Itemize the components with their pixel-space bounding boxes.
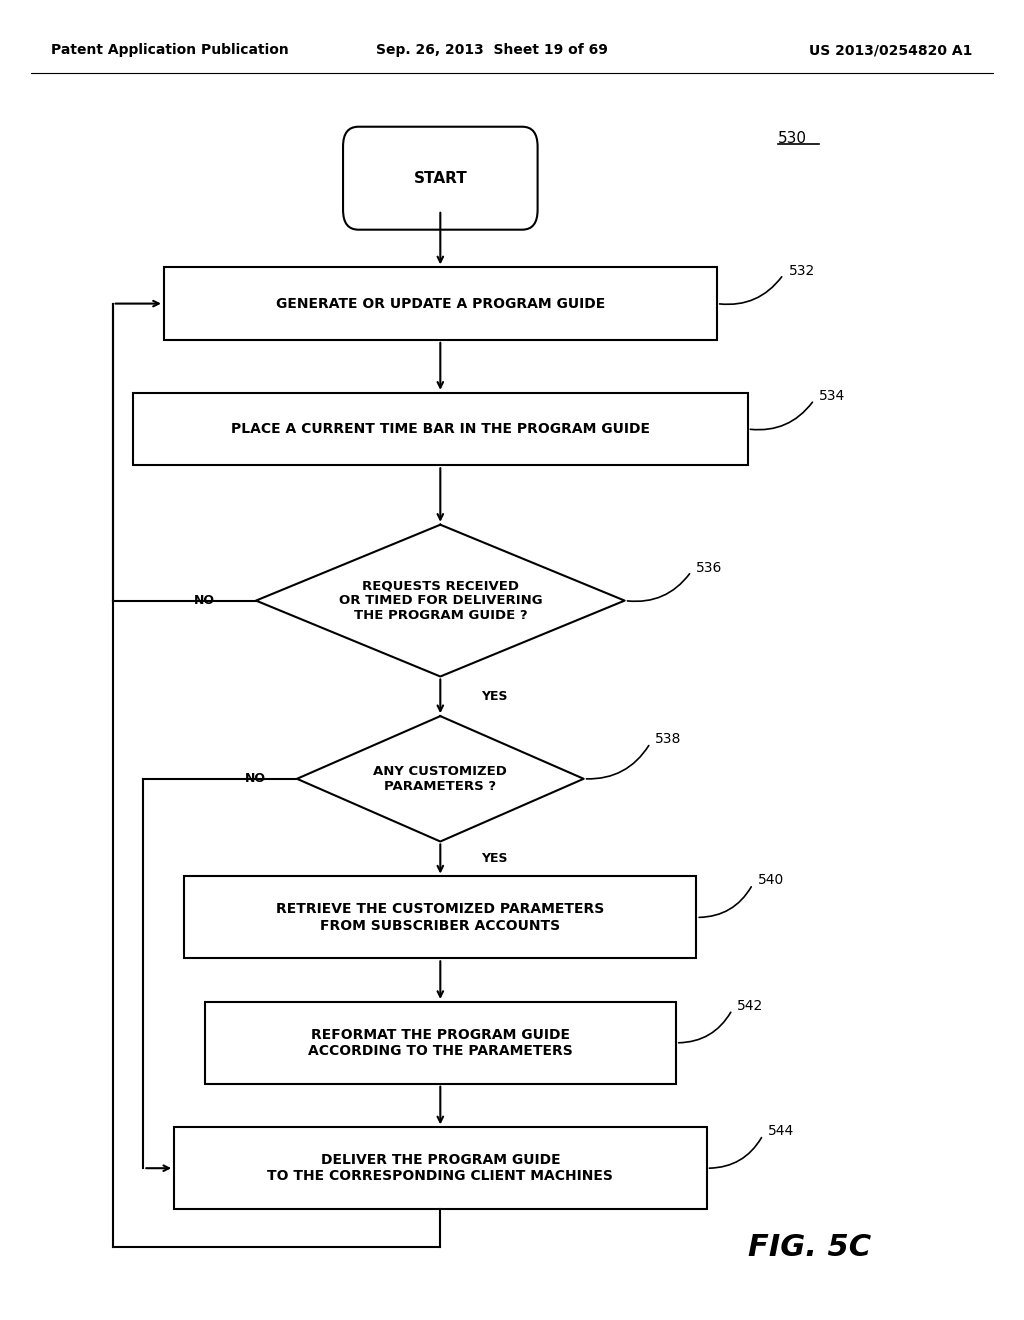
FancyBboxPatch shape [133, 392, 748, 465]
FancyBboxPatch shape [343, 127, 538, 230]
Text: Patent Application Publication: Patent Application Publication [51, 44, 289, 57]
Text: YES: YES [481, 853, 508, 866]
Text: NO: NO [194, 594, 215, 607]
FancyBboxPatch shape [164, 267, 717, 339]
Text: 540: 540 [758, 874, 784, 887]
Text: NO: NO [245, 772, 266, 785]
Text: 544: 544 [768, 1125, 795, 1138]
FancyBboxPatch shape [184, 876, 696, 958]
Text: 530: 530 [778, 131, 807, 147]
Text: 538: 538 [655, 733, 682, 746]
Text: 534: 534 [819, 389, 846, 403]
Text: START: START [414, 170, 467, 186]
Text: ANY CUSTOMIZED
PARAMETERS ?: ANY CUSTOMIZED PARAMETERS ? [374, 764, 507, 793]
FancyBboxPatch shape [205, 1002, 676, 1084]
Text: GENERATE OR UPDATE A PROGRAM GUIDE: GENERATE OR UPDATE A PROGRAM GUIDE [275, 297, 605, 310]
Text: 542: 542 [737, 999, 764, 1012]
Text: REQUESTS RECEIVED
OR TIMED FOR DELIVERING
THE PROGRAM GUIDE ?: REQUESTS RECEIVED OR TIMED FOR DELIVERIN… [339, 579, 542, 622]
Text: YES: YES [481, 690, 508, 702]
Text: REFORMAT THE PROGRAM GUIDE
ACCORDING TO THE PARAMETERS: REFORMAT THE PROGRAM GUIDE ACCORDING TO … [308, 1028, 572, 1057]
Text: 536: 536 [696, 561, 723, 574]
Text: DELIVER THE PROGRAM GUIDE
TO THE CORRESPONDING CLIENT MACHINES: DELIVER THE PROGRAM GUIDE TO THE CORRESP… [267, 1154, 613, 1183]
Text: RETRIEVE THE CUSTOMIZED PARAMETERS
FROM SUBSCRIBER ACCOUNTS: RETRIEVE THE CUSTOMIZED PARAMETERS FROM … [276, 903, 604, 932]
Text: US 2013/0254820 A1: US 2013/0254820 A1 [809, 44, 973, 57]
Text: FIG. 5C: FIG. 5C [748, 1233, 870, 1262]
Text: 532: 532 [788, 264, 815, 277]
Text: PLACE A CURRENT TIME BAR IN THE PROGRAM GUIDE: PLACE A CURRENT TIME BAR IN THE PROGRAM … [230, 422, 650, 436]
FancyBboxPatch shape [174, 1127, 707, 1209]
Text: Sep. 26, 2013  Sheet 19 of 69: Sep. 26, 2013 Sheet 19 of 69 [376, 44, 607, 57]
